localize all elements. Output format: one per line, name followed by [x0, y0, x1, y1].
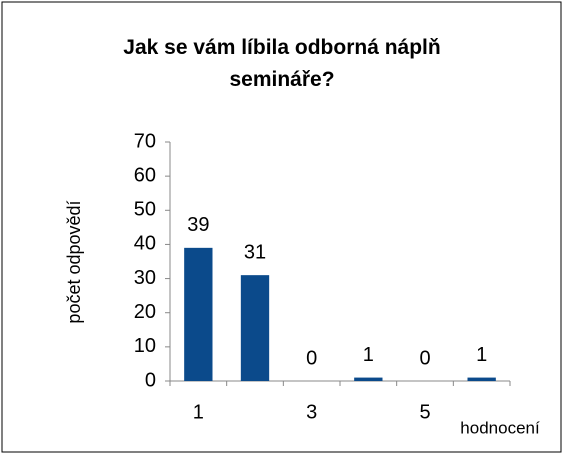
y-axis-label: počet odpovědí — [64, 200, 84, 323]
y-tick-label: 60 — [134, 164, 156, 186]
bar — [354, 377, 383, 381]
bar — [240, 275, 270, 381]
y-tick-label: 30 — [134, 267, 156, 289]
data-label: 39 — [187, 214, 209, 236]
x-tick-label: 3 — [306, 401, 317, 423]
x-tick-label: 5 — [419, 401, 430, 423]
y-tick-label: 70 — [134, 130, 156, 152]
data-label: 1 — [476, 344, 487, 366]
x-tick-label: 1 — [193, 401, 204, 423]
y-tick-label: 50 — [134, 199, 156, 221]
chart-title: Jak se vám líbila odborná náplň semináře… — [123, 36, 441, 91]
bar — [184, 247, 213, 381]
y-tick-label: 10 — [134, 335, 156, 357]
data-label: 0 — [419, 347, 430, 369]
y-tick-label: 0 — [145, 369, 156, 391]
y-tick-label: 20 — [134, 301, 156, 323]
data-label: 1 — [363, 344, 374, 366]
data-label: 0 — [306, 347, 317, 369]
bar — [467, 377, 496, 381]
x-axis-label: hodnocení — [460, 418, 540, 437]
data-label: 31 — [244, 241, 266, 263]
y-tick-label: 40 — [134, 233, 156, 255]
